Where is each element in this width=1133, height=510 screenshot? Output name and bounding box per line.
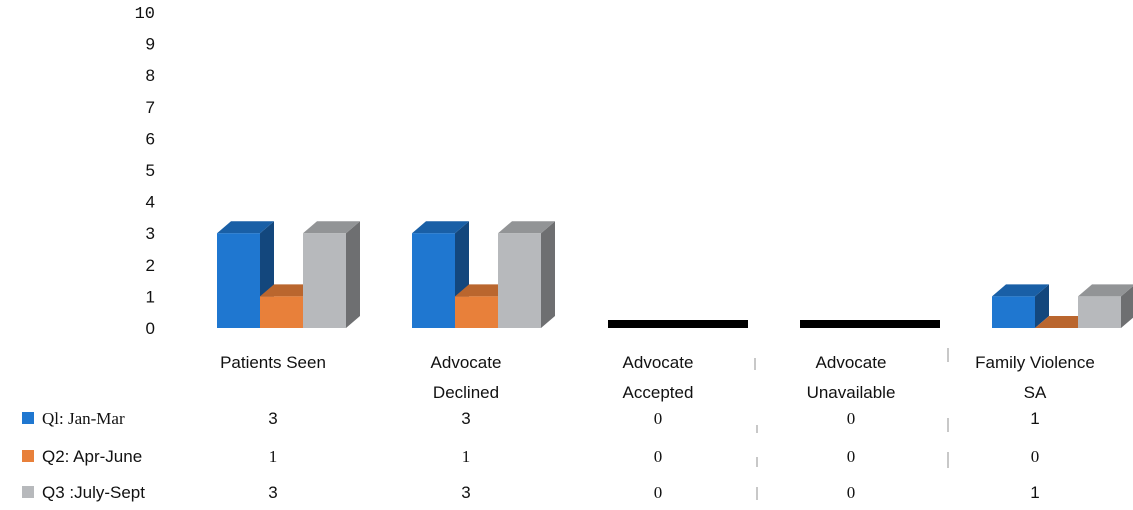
data-table-cell: 1 [462, 447, 471, 466]
bar-top [1035, 316, 1092, 328]
y-tick-label: 4 [146, 193, 155, 212]
y-tick-label: 1 [146, 287, 155, 306]
y-tick-label: 8 [146, 66, 155, 85]
bar-side [541, 221, 555, 328]
data-table-cell: 1 [1030, 409, 1039, 428]
category-label: Advocate [816, 353, 887, 372]
data-table-cell: 3 [461, 483, 470, 502]
bar [992, 296, 1035, 328]
bar [260, 296, 303, 328]
bar-top [260, 284, 317, 297]
data-table-cell: 0 [1031, 447, 1040, 466]
y-tick-label: 3 [146, 224, 155, 243]
zero-value-bar [608, 320, 748, 328]
legend-label: Ql: Jan-Mar [42, 409, 125, 428]
bar-side [1035, 284, 1049, 328]
y-tick-label: 7 [146, 98, 155, 117]
legend-label: Q2: Apr-June [42, 447, 142, 466]
bar-top [498, 221, 555, 234]
data-table-cell: 1 [269, 447, 278, 466]
legend-label: Q3 :July-Sept [42, 483, 145, 502]
category-label: Patients Seen [220, 353, 326, 372]
bar-side [346, 221, 360, 328]
bar [412, 233, 455, 328]
data-table-cell: 0 [847, 483, 856, 502]
bar-top [1078, 284, 1133, 297]
zero-value-bar [800, 320, 940, 328]
category-label: Declined [433, 383, 499, 402]
bar-top [303, 221, 360, 234]
category-label: Accepted [623, 383, 694, 402]
category-label: Advocate [623, 353, 694, 372]
bar [455, 296, 498, 328]
legend-swatch [22, 486, 34, 498]
category-label: Advocate [431, 353, 502, 372]
category-label: Family Violence [975, 353, 1095, 372]
bar-top [412, 221, 469, 234]
bar-side [1121, 286, 1133, 328]
y-tick-label: 2 [146, 256, 155, 275]
data-table-cell: 0 [654, 447, 663, 466]
bar [498, 233, 541, 328]
bar-top [992, 284, 1049, 297]
bar [1078, 296, 1121, 328]
data-table-cell: 3 [461, 409, 470, 428]
legend-swatch [22, 450, 34, 462]
y-tick-label: 10 [135, 5, 155, 24]
data-table-cell: 3 [268, 483, 277, 502]
category-label: SA [1024, 383, 1047, 402]
data-table-cell: 0 [847, 447, 856, 466]
bar [303, 233, 346, 328]
data-table-cell: 0 [654, 483, 663, 502]
data-table-cell: 3 [268, 409, 277, 428]
bar-top [455, 284, 512, 297]
category-label: Unavailable [807, 383, 896, 402]
y-tick-label: 9 [146, 35, 155, 54]
y-tick-label: 0 [146, 319, 155, 338]
data-table-cell: 1 [1030, 483, 1039, 502]
bar [217, 233, 260, 328]
data-table-cell: 0 [654, 409, 663, 428]
bar-top [217, 221, 274, 234]
y-tick-label: 6 [146, 129, 155, 148]
data-table-cell: 0 [847, 409, 856, 428]
y-tick-label: 5 [146, 161, 155, 180]
legend-swatch [22, 412, 34, 424]
